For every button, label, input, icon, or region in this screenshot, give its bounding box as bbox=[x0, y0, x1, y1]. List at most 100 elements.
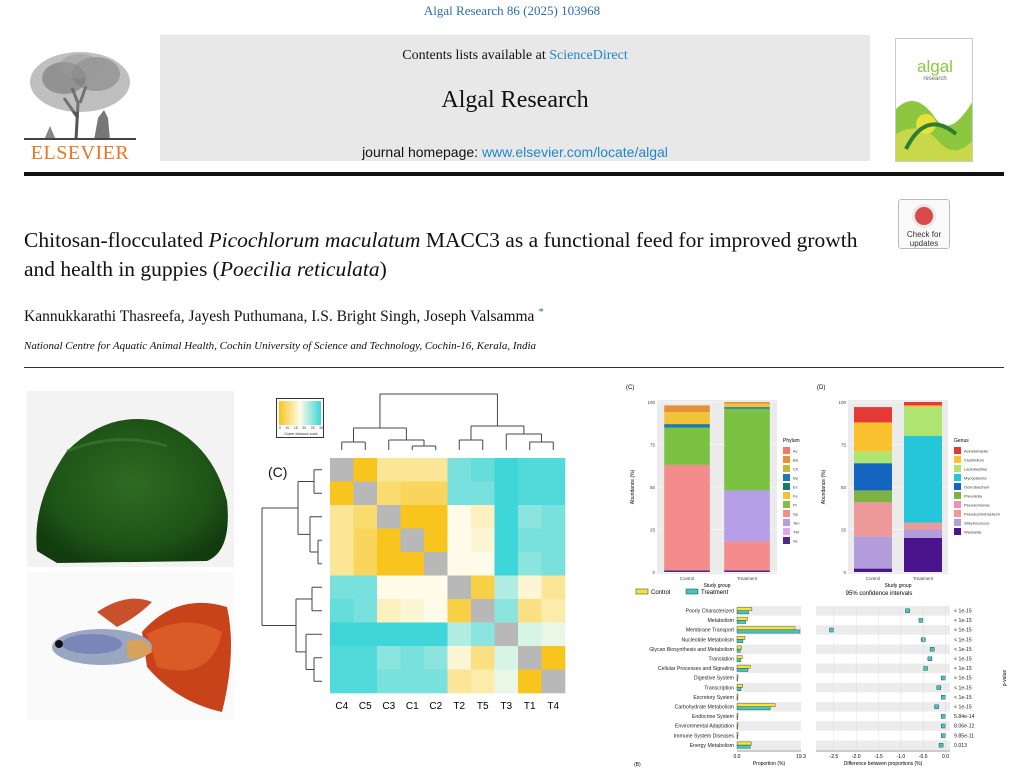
panel-label: (C) bbox=[626, 385, 634, 391]
legend-label: Control bbox=[651, 590, 670, 596]
homepage-line: journal homepage: www.elsevier.com/locat… bbox=[160, 144, 870, 160]
legend-label: Sp bbox=[793, 512, 799, 517]
journal-cover[interactable]: algal research bbox=[895, 38, 973, 162]
proportion-bar-treatment bbox=[736, 706, 771, 711]
y-tick-label: 100 bbox=[647, 400, 655, 405]
check-for-updates-badge[interactable]: Check for updates bbox=[898, 199, 950, 249]
p-value: 5.84e-14 bbox=[954, 714, 975, 720]
scale-tick: 25 bbox=[310, 426, 315, 430]
author-link[interactable]: Joseph Valsamma bbox=[424, 308, 535, 326]
ci-point bbox=[936, 685, 942, 690]
y-tick-label: 0 bbox=[652, 570, 655, 575]
legend-swatch bbox=[954, 501, 961, 508]
author-link[interactable]: Jayesh Puthumana bbox=[188, 308, 304, 326]
panel-label: (D) bbox=[817, 385, 825, 391]
stacked-bar-segment bbox=[854, 568, 892, 572]
proportion-bar-control bbox=[736, 732, 739, 736]
heatmap-cell bbox=[400, 575, 425, 600]
heatmap-cell bbox=[424, 575, 448, 600]
sciencedirect-link[interactable]: ScienceDirect bbox=[549, 48, 628, 63]
legend-swatch bbox=[783, 519, 790, 526]
y-axis-label: Abundance (%) bbox=[821, 469, 827, 504]
homepage-link[interactable]: www.elsevier.com/locate/algal bbox=[481, 144, 668, 160]
heatmap-col-label: C2 bbox=[429, 701, 442, 712]
cfu-line2: updates bbox=[909, 239, 939, 248]
heatmap-cell bbox=[353, 505, 378, 529]
legend-label: Weissella bbox=[964, 530, 982, 535]
heatmap-cell bbox=[494, 481, 519, 506]
row-band bbox=[737, 682, 801, 693]
stacked-bar-segment bbox=[724, 570, 770, 572]
heatmap-cell bbox=[377, 669, 401, 694]
legend-swatch bbox=[954, 510, 961, 517]
x-tick-label: -0.5 bbox=[919, 754, 928, 760]
stacked-bar-segment bbox=[854, 490, 892, 503]
legend-label: Acinetobacter bbox=[964, 449, 989, 454]
article-title: Chitosan-flocculated Picochlorum maculat… bbox=[24, 226, 884, 284]
legend-swatch bbox=[783, 456, 790, 463]
legend-swatch bbox=[783, 528, 790, 535]
journal-reference[interactable]: Algal Research 86 (2025) 103968 bbox=[423, 3, 601, 18]
legend-label: Treatment bbox=[701, 590, 728, 596]
proportion-bar-treatment bbox=[736, 610, 749, 615]
heatmap-col-label: C4 bbox=[335, 701, 348, 712]
heatmap-cell bbox=[400, 646, 425, 670]
heatmap-cell bbox=[541, 505, 566, 529]
heatmap: C4C4C5C5C3C3C1C1C2C2T2T2T5T5T3T3T1T1T4T4 bbox=[261, 393, 566, 712]
heatmap-cell bbox=[353, 622, 378, 647]
heatmap-cell bbox=[353, 669, 378, 694]
x-tick-label: Control bbox=[866, 576, 881, 581]
p-value: 0.013 bbox=[954, 743, 967, 749]
row-band bbox=[816, 682, 950, 693]
legend-label: Fe bbox=[793, 494, 798, 499]
heatmap-cell bbox=[471, 505, 495, 529]
category-label: Glycan Biosynthesis and Metabolism bbox=[649, 647, 734, 653]
y-tick-label: 25 bbox=[650, 528, 656, 533]
heatmap-cell bbox=[494, 505, 519, 529]
p-value: < 1e-15 bbox=[954, 705, 972, 711]
stacked-bar-segment bbox=[664, 570, 710, 572]
heatmap-cell bbox=[541, 528, 566, 553]
heatmap-cell bbox=[471, 481, 495, 506]
contents-line: Contents lists available at ScienceDirec… bbox=[160, 48, 870, 64]
corresponding-author-mark[interactable]: * bbox=[538, 306, 544, 318]
phylum-stacked-bar-chart: (C) 100 75 50 25 0 Abundance (%) Control Treatme… bbox=[626, 385, 800, 589]
heatmap-cell bbox=[541, 481, 566, 506]
x-tick-label: Treatment bbox=[737, 576, 758, 581]
row-band bbox=[737, 606, 801, 616]
proportion-bar-treatment bbox=[736, 639, 744, 643]
category-label: Transcription bbox=[704, 685, 734, 691]
proportion-bar-control bbox=[736, 607, 753, 611]
heatmap-cell bbox=[353, 481, 378, 506]
title-part-2: MACC3 as a functional feed for improved … bbox=[24, 228, 858, 281]
proportion-bar-control bbox=[736, 693, 739, 698]
ci-point bbox=[927, 656, 933, 662]
ci-point bbox=[941, 723, 946, 729]
color-scale-gradient bbox=[279, 401, 321, 425]
row-band bbox=[816, 740, 950, 750]
publisher-wordmark[interactable]: ELSEVIER bbox=[30, 142, 130, 164]
heatmap-col-label: T3 bbox=[500, 701, 512, 712]
category-label: Environmental Adaptation bbox=[675, 724, 734, 730]
stacked-bar-segment bbox=[664, 424, 710, 428]
x-tick-label: -2.5 bbox=[830, 754, 839, 760]
legend-swatch bbox=[635, 588, 649, 595]
heatmap-cell bbox=[518, 528, 542, 553]
author-link[interactable]: Kannukkarathi Thasreefa bbox=[24, 308, 181, 326]
author-link[interactable]: I.S. Bright Singh bbox=[311, 308, 417, 326]
header-rule bbox=[24, 172, 1004, 176]
title-part-3: ) bbox=[379, 257, 387, 281]
scale-tick: 10 bbox=[285, 426, 290, 430]
stacked-bar-segment bbox=[724, 541, 770, 571]
p-value: < 1e-15 bbox=[954, 609, 972, 615]
heatmap-cell bbox=[377, 458, 401, 482]
x-axis-label: Proportion (%) bbox=[753, 761, 786, 767]
heatmap-cell bbox=[518, 458, 542, 482]
p-value: 9.85e-11 bbox=[954, 733, 974, 739]
heatmap-cell bbox=[330, 622, 354, 647]
proportion-bar-control bbox=[736, 722, 739, 727]
proportion-bar-control bbox=[736, 626, 796, 631]
row-band bbox=[816, 702, 950, 712]
y-tick-label: 100 bbox=[838, 400, 846, 405]
y-tick-label: 50 bbox=[841, 485, 847, 490]
